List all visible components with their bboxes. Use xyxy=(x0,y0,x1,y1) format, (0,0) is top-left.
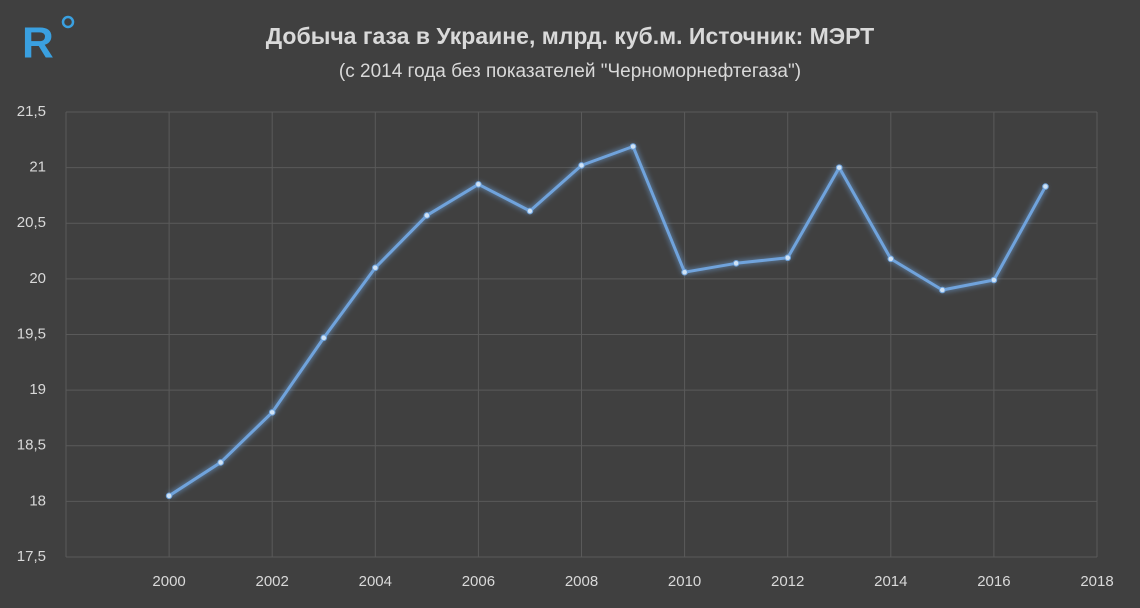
data-point xyxy=(268,409,276,416)
data-point xyxy=(320,334,328,342)
logo-degree xyxy=(61,15,75,29)
data-point xyxy=(939,286,946,294)
x-tick-label: 2000 xyxy=(152,573,185,590)
y-tick-label: 18 xyxy=(29,492,46,509)
series-line xyxy=(168,144,1047,498)
x-tick-label: 2012 xyxy=(771,573,804,590)
data-point xyxy=(526,207,534,215)
data-point xyxy=(835,164,843,171)
data-point xyxy=(784,254,792,262)
data-point xyxy=(578,162,585,169)
data-point xyxy=(732,260,740,267)
x-tick-label: 2008 xyxy=(565,573,598,590)
y-tick-label: 17,5 xyxy=(17,548,46,565)
x-tick-label: 2004 xyxy=(359,573,392,590)
y-tick-label: 18,5 xyxy=(17,437,46,454)
data-point xyxy=(217,459,224,466)
data-point xyxy=(887,255,895,263)
y-tick-label: 20,5 xyxy=(17,214,46,231)
data-point xyxy=(372,264,379,272)
y-tick-label: 21 xyxy=(29,159,46,176)
x-tick-label: 2014 xyxy=(874,573,907,590)
data-point xyxy=(990,276,998,284)
y-tick-label: 21,5 xyxy=(17,103,46,120)
chart-subtitle: (с 2014 года без показателей "Черноморне… xyxy=(339,61,801,82)
data-point xyxy=(165,492,173,500)
data-point xyxy=(423,212,431,219)
x-tick-label: 2010 xyxy=(668,573,701,590)
data-point xyxy=(681,268,688,276)
y-tick-label: 19 xyxy=(29,381,46,398)
x-tick-label: 2006 xyxy=(462,573,495,590)
data-point xyxy=(475,181,482,188)
x-tick-label: 2018 xyxy=(1080,573,1113,590)
data-point xyxy=(629,143,637,150)
x-tick-label: 2002 xyxy=(256,573,289,590)
data-point xyxy=(1042,183,1049,190)
logo: R xyxy=(22,19,54,68)
y-tick-label: 20 xyxy=(29,270,46,287)
y-tick-label: 19,5 xyxy=(17,325,46,342)
x-tick-label: 2016 xyxy=(977,573,1010,590)
chart-title: Добыча газа в Украине, млрд. куб.м. Исто… xyxy=(266,23,874,49)
